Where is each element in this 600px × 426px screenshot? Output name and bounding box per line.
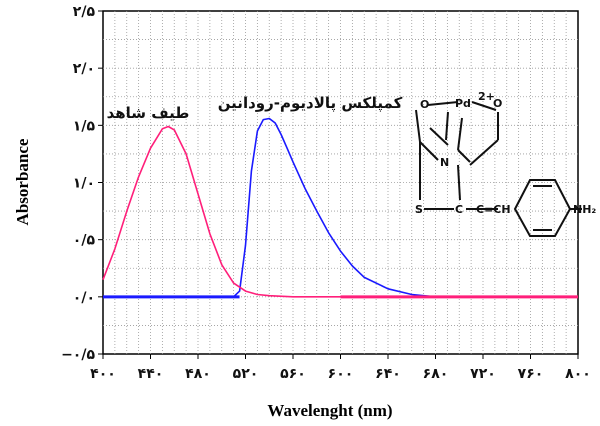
x-tick-label: ۸۰۰ [565, 366, 591, 382]
chemical-structure [415, 101, 582, 237]
x-tick-label: ۶۰۰ [328, 366, 354, 382]
x-tick-label: ۶۴۰ [375, 366, 401, 382]
x-tick-label: ۵۶۰ [280, 366, 306, 382]
chemical-structure-labels: Pd 2+ O O N S C C=CH NH₂ [415, 90, 596, 216]
annotation-complex-spectrum: کمپلکس پالادیوم-رودانین [218, 94, 403, 113]
x-tick-label: ۷۶۰ [518, 366, 544, 382]
x-tick-label: ۵۲۰ [233, 366, 259, 382]
structure-nh2-label: NH₂ [573, 203, 596, 216]
structure-c-label: C [455, 203, 463, 216]
y-tick-label: ۱/۵ [73, 118, 96, 134]
x-tick-label: ۴۰۰ [90, 366, 116, 382]
structure-n-label: N [440, 156, 449, 169]
series-line-reference [102, 125, 578, 298]
annotation-reference-spectrum: طیف شاهد [107, 104, 190, 122]
structure-o-label: O [420, 98, 429, 111]
x-tick-label: ۶۸۰ [423, 366, 449, 382]
y-tick-label: ۰/۰ [73, 290, 95, 306]
y-axis-title: Absorbance [13, 138, 32, 225]
structure-ch-label: C=CH [476, 203, 511, 216]
structure-pd-label: Pd [455, 97, 471, 110]
y-tick-label: ۰/۵ [73, 233, 96, 249]
x-axis-ticks: ۴۰۰ ۴۴۰ ۴۸۰ ۵۲۰ ۵۶۰ ۶۰۰ ۶۴۰ ۶۸۰ ۷۲۰ ۷۶۰ ۸۰۰ [90, 354, 591, 382]
grid [103, 11, 578, 354]
y-tick-label: −۰/۵ [61, 347, 95, 363]
series-line-complex [103, 117, 578, 298]
structure-s-label: S [415, 203, 423, 216]
x-tick-label: ۴۸۰ [185, 366, 211, 382]
y-tick-label: ۲/۰ [73, 61, 95, 77]
y-axis-ticks: −۰/۵ ۰/۰ ۰/۵ ۱/۰ ۱/۵ ۲/۰ ۲/۵ [61, 4, 103, 363]
x-tick-label: ۴۴۰ [138, 366, 164, 382]
structure-charge-label: 2+ [478, 90, 495, 103]
structure-o-label-right: O [493, 97, 502, 110]
x-tick-label: ۷۲۰ [470, 366, 496, 382]
y-tick-label: ۱/۰ [73, 176, 95, 192]
x-axis-title: Wavelenght (nm) [267, 401, 392, 420]
series-layer [102, 117, 578, 299]
y-tick-label: ۲/۵ [73, 4, 96, 20]
